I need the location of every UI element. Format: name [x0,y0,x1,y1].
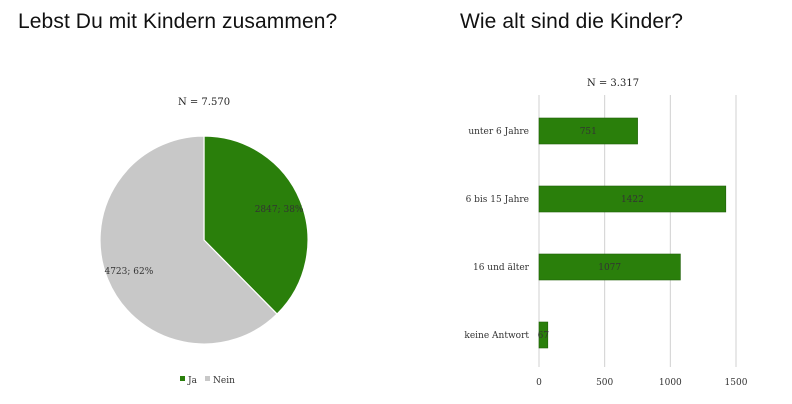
x-tick-label-1000: 1000 [659,378,682,388]
bar-2 [538,253,681,281]
bar-3 [538,321,549,349]
pie-chart-title: Lebst Du mit Kindern zusammen? [18,10,338,33]
pie-slice-nein [99,135,278,345]
bar-value-label-3: 67 [538,331,550,341]
pie-n-label: N = 7.570 [178,97,230,108]
pie-chart: N = 7.570 2847; 38% 4723; 62% Ja Nein [99,97,309,386]
x-tick-label-0: 0 [536,378,542,388]
legend-label-nein: Nein [213,376,235,386]
bar-value-label-2: 1077 [598,263,621,273]
category-label-3: keine Antwort [464,331,529,341]
pie-label-ja: 2847; 38% [255,205,304,215]
legend-swatch-nein [205,376,210,381]
bar-value-label-0: 751 [580,127,597,137]
legend-item-ja: Ja [180,376,198,386]
pie-slice-ja [203,135,309,315]
category-label-2: 16 und älter [473,263,530,273]
bar-0 [538,117,638,145]
legend-item-nein: Nein [205,376,235,386]
pie-label-nein: 4723; 62% [104,267,153,277]
legend-swatch-ja [180,376,185,381]
bar-1 [538,185,727,213]
x-tick-label-500: 500 [596,378,613,388]
legend-label-ja: Ja [187,376,198,386]
bar-chart-title: Wie alt sind die Kinder? [460,10,684,33]
category-label-1: 6 bis 15 Jahre [466,195,529,205]
bar-chart: N = 3.317 0 500 1000 1500 unter 6 Jahre 751 6 b… [464,78,747,388]
x-tick-label-1500: 1500 [725,378,748,388]
bar-n-label: N = 3.317 [587,78,639,89]
bar-value-label-1: 1422 [621,195,644,205]
category-label-0: unter 6 Jahre [468,127,529,137]
